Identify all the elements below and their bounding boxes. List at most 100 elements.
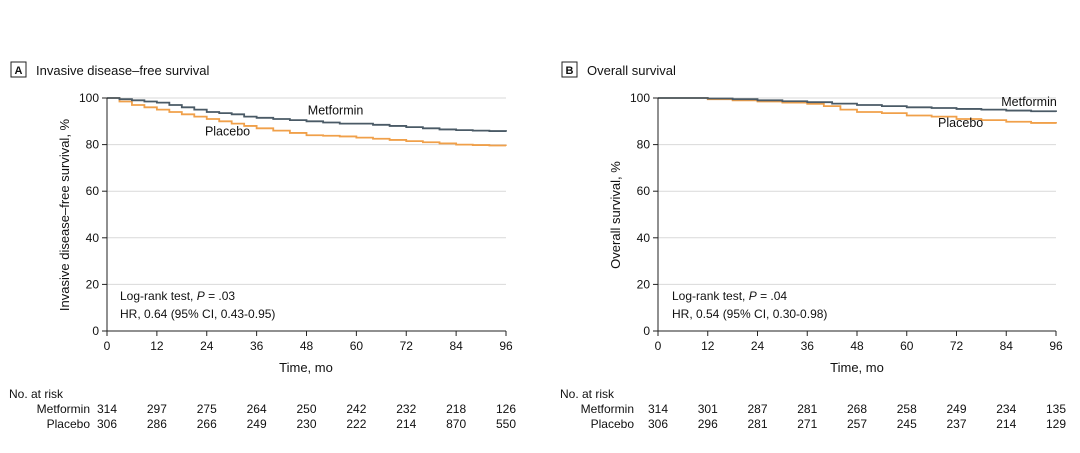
panel-a-y-tick-label-100: 100 bbox=[79, 91, 99, 105]
panel-b-risk-metformin-48: 268 bbox=[847, 402, 867, 416]
panel-a-risk-header: No. at risk bbox=[9, 387, 64, 401]
panel-b-risk-metformin-84: 234 bbox=[996, 402, 1016, 416]
panel-a-risk-metformin-72: 232 bbox=[396, 402, 416, 416]
panel-a-line-labels: Metformin Placebo bbox=[205, 103, 363, 138]
panel-a-risk-placebo-48: 230 bbox=[296, 417, 316, 431]
panel-b: B Overall survival 0 20 40 60 80 100 0 12 24 36 4… bbox=[560, 61, 1066, 431]
panel-a-x-tick-label-72: 72 bbox=[400, 339, 414, 353]
panel-b-risk-placebo-96: 129 bbox=[1046, 417, 1066, 431]
panel-a-x-tick-label-96: 96 bbox=[499, 339, 513, 353]
panel-b-letter: B bbox=[566, 65, 574, 77]
panel-a-risk-row-metformin-label: Metformin bbox=[37, 402, 90, 416]
panel-b-risk-placebo-24: 281 bbox=[747, 417, 767, 431]
panel-a-risk-metformin-0: 314 bbox=[97, 402, 117, 416]
panel-b-series-placebo-line bbox=[658, 97, 1057, 124]
panel-a: A Invasive disease–free survival 0 20 40 60… bbox=[9, 61, 516, 431]
panel-a-series-metformin-line bbox=[107, 97, 507, 132]
panel-a-letter-box bbox=[10, 61, 27, 78]
panel-b-y-axis-label: Overall survival, % bbox=[608, 161, 623, 269]
panel-a-risk-metformin-96: 126 bbox=[496, 402, 516, 416]
panel-a-series-placebo-line bbox=[107, 97, 507, 147]
panel-a-y-tick-label-40: 40 bbox=[86, 231, 100, 245]
panel-a-label-metformin: Metformin bbox=[308, 103, 364, 117]
panel-b-risk-placebo-60: 245 bbox=[897, 417, 917, 431]
panel-a-curves bbox=[107, 97, 507, 147]
panel-b-title: Overall survival bbox=[587, 63, 676, 78]
panel-b-risk-placebo-72: 237 bbox=[946, 417, 966, 431]
panel-a-y-tick-label-20: 20 bbox=[86, 277, 100, 291]
panel-b-risk-row-placebo-label: Placebo bbox=[591, 417, 635, 431]
panel-b-x-tick-label-84: 84 bbox=[1000, 339, 1014, 353]
panel-b-label-placebo: Placebo bbox=[938, 116, 983, 130]
panel-b-p-value: = .04 bbox=[757, 289, 788, 303]
panel-a-risk-placebo-24: 266 bbox=[197, 417, 217, 431]
panel-b-curves bbox=[658, 97, 1057, 124]
panel-a-risk-placebo-36: 249 bbox=[247, 417, 267, 431]
panel-b-hr-text: HR, 0.54 (95% CI, 0.30-0.98) bbox=[672, 307, 827, 321]
panel-a-risk-metformin-60: 242 bbox=[346, 402, 366, 416]
panel-a-y-tick-label-0: 0 bbox=[92, 324, 99, 338]
panel-a-p-value: = .03 bbox=[205, 289, 236, 303]
panel-a-risk-metformin-48: 250 bbox=[296, 402, 316, 416]
panel-a-y-tick-label-60: 60 bbox=[86, 184, 100, 198]
panel-a-y-ticks: 0 20 40 60 80 100 bbox=[79, 91, 107, 338]
panel-a-letter: A bbox=[15, 65, 23, 77]
panel-a-x-axis-label: Time, mo bbox=[279, 360, 333, 375]
panel-b-logrank-prefix: Log-rank test, bbox=[672, 289, 749, 303]
panel-b-risk-placebo-12: 296 bbox=[698, 417, 718, 431]
panel-b-risk-placebo-0: 306 bbox=[648, 417, 668, 431]
panel-b-risk-placebo-84: 214 bbox=[996, 417, 1016, 431]
panel-a-x-tick-label-84: 84 bbox=[449, 339, 463, 353]
panel-a-grid bbox=[107, 97, 506, 285]
panel-a-x-tick-label-48: 48 bbox=[300, 339, 314, 353]
panel-a-logrank-text: Log-rank test, P = .03 bbox=[120, 289, 235, 303]
panel-a-risk-placebo-72: 214 bbox=[396, 417, 416, 431]
panel-a-risk-metformin-12: 297 bbox=[147, 402, 167, 416]
panel-b-x-tick-label-0: 0 bbox=[655, 339, 662, 353]
panel-b-risk-placebo-48: 257 bbox=[847, 417, 867, 431]
panel-a-label-placebo: Placebo bbox=[205, 124, 250, 138]
panel-b-y-tick-label-0: 0 bbox=[643, 324, 650, 338]
panel-b-risk-metformin-0: 314 bbox=[648, 402, 668, 416]
panel-b-risk-row-metformin-label: Metformin bbox=[581, 402, 634, 416]
panel-a-title: Invasive disease–free survival bbox=[36, 63, 210, 78]
panel-b-risk-metformin-36: 281 bbox=[797, 402, 817, 416]
panel-b-y-tick-label-100: 100 bbox=[630, 91, 650, 105]
panel-a-risk-placebo-0: 306 bbox=[97, 417, 117, 431]
panel-a-y-axis-label: Invasive disease–free survival, % bbox=[57, 118, 72, 311]
panel-b-x-axis-label: Time, mo bbox=[830, 360, 884, 375]
panel-b-y-tick-label-40: 40 bbox=[637, 231, 651, 245]
panel-a-risk-metformin-36: 264 bbox=[247, 402, 267, 416]
panel-b-x-tick-label-48: 48 bbox=[850, 339, 864, 353]
panel-a-risk-placebo-12: 286 bbox=[147, 417, 167, 431]
panel-a-x-tick-label-0: 0 bbox=[104, 339, 111, 353]
panel-b-x-tick-label-72: 72 bbox=[950, 339, 964, 353]
panel-b-risk-placebo-36: 271 bbox=[797, 417, 817, 431]
panel-b-risk-header: No. at risk bbox=[560, 387, 615, 401]
panel-a-risk-metformin-84: 218 bbox=[446, 402, 466, 416]
panel-a-x-tick-label-60: 60 bbox=[350, 339, 364, 353]
panel-a-x-tick-label-12: 12 bbox=[150, 339, 164, 353]
panel-b-risk-metformin-72: 249 bbox=[946, 402, 966, 416]
panel-a-risk-values: 314 297 275 264 250 242 232 218 126 306 286 266 249 2… bbox=[97, 402, 516, 431]
panel-a-hr-text: HR, 0.64 (95% CI, 0.43-0.95) bbox=[120, 307, 275, 321]
panel-a-risk-placebo-96: 550 bbox=[496, 417, 516, 431]
panel-a-risk-row-placebo-label: Placebo bbox=[47, 417, 91, 431]
panel-b-x-ticks: 0 12 24 36 48 60 72 84 96 bbox=[655, 331, 1063, 353]
panel-a-x-tick-label-24: 24 bbox=[200, 339, 214, 353]
panel-b-line-labels: Metformin Placebo bbox=[938, 95, 1057, 130]
panel-b-y-tick-label-80: 80 bbox=[637, 138, 651, 152]
panel-b-grid bbox=[658, 97, 1056, 285]
panel-b-series-metformin-line bbox=[658, 97, 1057, 113]
panel-a-risk-placebo-84: 870 bbox=[446, 417, 466, 431]
panel-b-x-tick-label-96: 96 bbox=[1049, 339, 1063, 353]
panel-b-label-metformin: Metformin bbox=[1001, 95, 1057, 109]
panel-a-x-tick-label-36: 36 bbox=[250, 339, 264, 353]
panel-b-y-ticks: 0 20 40 60 80 100 bbox=[630, 91, 658, 338]
panel-b-x-tick-label-60: 60 bbox=[900, 339, 914, 353]
panel-b-y-tick-label-60: 60 bbox=[637, 184, 651, 198]
panel-b-risk-metformin-24: 287 bbox=[747, 402, 767, 416]
